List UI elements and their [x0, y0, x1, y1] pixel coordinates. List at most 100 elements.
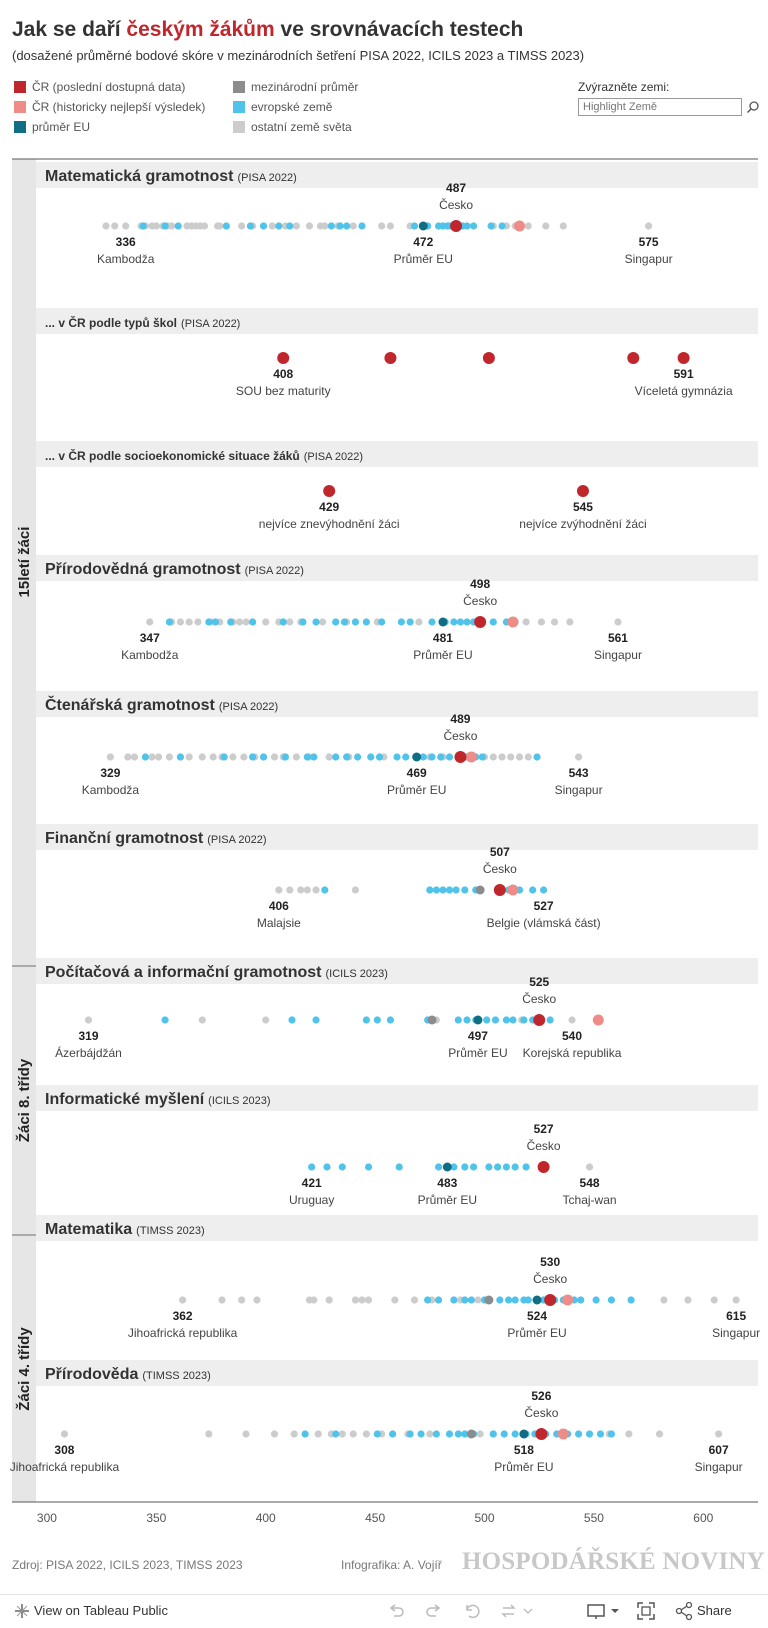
data-label-name: nejvíce znevýhodnění žáci — [259, 517, 400, 531]
dot-european — [577, 1296, 585, 1304]
dot-european — [502, 1016, 510, 1024]
revert-icon[interactable] — [462, 1601, 482, 1621]
search-icon[interactable] — [746, 100, 760, 114]
legend-item-european[interactable]: evropské země — [233, 100, 332, 116]
highlight-country-input[interactable] — [578, 98, 742, 116]
footer-credit: Infografika: A. Vojíř — [341, 1558, 442, 1572]
dot-european — [338, 1163, 346, 1171]
dot-world — [476, 1430, 484, 1438]
dot-european — [592, 1296, 600, 1304]
dot-european — [310, 753, 318, 761]
dot-european — [410, 222, 419, 230]
data-label-value: 561 — [608, 631, 628, 645]
dot-european — [439, 886, 447, 894]
legend-item-intl-average[interactable]: mezinárodní průměr — [233, 80, 358, 96]
data-label-value: 591 — [674, 367, 694, 381]
dot-european — [220, 753, 228, 761]
fullscreen-icon[interactable] — [636, 1601, 656, 1621]
panel-title: Přírodovědná gramotnost (PISA 2022) — [45, 561, 304, 578]
data-label-name: Tchaj-wan — [563, 1193, 617, 1207]
data-label-name: Singapur — [695, 1460, 743, 1474]
dot-world — [242, 1430, 250, 1438]
dot-cr-best — [514, 220, 526, 232]
dot-world — [474, 1296, 482, 1304]
dot-european — [546, 1016, 554, 1024]
dot-world — [165, 753, 174, 761]
dot-world — [614, 618, 622, 626]
data-label-value: 543 — [569, 766, 589, 780]
dot-world — [498, 753, 506, 761]
legend-item-cr-latest[interactable]: ČR (poslední dostupná data) — [14, 80, 185, 96]
dot-world — [286, 618, 294, 626]
dot-world — [238, 1296, 246, 1304]
panel-title-bar — [36, 555, 758, 581]
dot-world — [684, 1296, 692, 1304]
dot-cr-latest — [535, 1428, 548, 1440]
share-button[interactable]: Share — [697, 1603, 732, 1618]
dot-world — [60, 1430, 69, 1438]
panel-title-text: Matematika — [45, 1221, 132, 1238]
pause-icon[interactable] — [500, 1601, 534, 1621]
legend-swatch — [14, 81, 26, 93]
dot-cr-best — [562, 1294, 574, 1306]
dot-european — [340, 618, 349, 626]
dot-world — [262, 618, 270, 626]
dot-eu-average — [412, 752, 422, 762]
legend-item-eu-average[interactable]: průměr EU — [14, 120, 90, 136]
panel-source: (PISA 2022) — [207, 834, 266, 846]
data-label-name: Uruguay — [289, 1193, 334, 1207]
dot-european — [308, 1163, 316, 1171]
panel-title-text: Počítačová a informační gramotnost — [45, 964, 322, 981]
dot-world — [292, 753, 300, 761]
dot-world — [391, 1296, 399, 1304]
legend-swatch — [233, 121, 245, 133]
panel-title: Čtenářská gramotnost (PISA 2022) — [45, 695, 278, 714]
dot-world — [168, 222, 176, 230]
share-icon[interactable] — [674, 1601, 694, 1621]
legend-item-cr-best[interactable]: ČR (historicky nejlepší výsledek) — [14, 100, 205, 116]
dot-european — [607, 1430, 616, 1438]
dot-european — [463, 618, 471, 626]
dot-european — [249, 753, 257, 761]
data-label-value: 530 — [540, 1255, 560, 1269]
dot-european — [502, 1163, 510, 1171]
dot-world — [325, 753, 333, 761]
dot-world — [566, 618, 574, 626]
data-label-value: 308 — [54, 1443, 74, 1457]
panel-title-bar — [36, 1360, 758, 1386]
dot-european — [373, 1016, 381, 1024]
data-label-name: Kambodža — [121, 648, 179, 662]
undo-icon[interactable] — [386, 1601, 406, 1621]
dot-world — [253, 1296, 261, 1304]
dot-world — [542, 222, 550, 230]
download-icon[interactable] — [586, 1601, 622, 1621]
dot-cr-latest — [454, 751, 467, 763]
legend-item-world[interactable]: ostatní země světa — [233, 120, 352, 136]
dot-european — [161, 1016, 169, 1024]
panel-source: (PISA 2022) — [181, 318, 240, 330]
tableau-icon[interactable] — [14, 1603, 30, 1619]
dot-european — [450, 1296, 458, 1304]
dot-european — [312, 1016, 320, 1024]
dot-world — [568, 1016, 576, 1024]
data-label-name: Průměr EU — [418, 1193, 477, 1207]
data-label-name: Průměr EU — [494, 1460, 553, 1474]
data-label-name: Singapur — [625, 252, 673, 266]
dot-world — [325, 1296, 333, 1304]
redo-icon[interactable] — [424, 1601, 444, 1621]
panel-title-bar — [36, 162, 758, 188]
dot-european — [417, 1430, 425, 1438]
legend-swatch — [233, 101, 245, 113]
group-band — [12, 1236, 36, 1502]
dot-european — [395, 1163, 403, 1171]
dot-world — [235, 618, 244, 626]
dot-world — [262, 1016, 270, 1024]
dot-world — [185, 753, 193, 761]
dot-world — [410, 1296, 419, 1304]
dot-world — [522, 618, 530, 626]
view-on-tableau-link[interactable]: View on Tableau Public — [34, 1603, 168, 1618]
dot-plot-chart: 15letí žáci Žáci 8. třídy Žáci 4. třídy 300… — [10, 158, 760, 1525]
dot-world — [242, 618, 250, 626]
dot-world — [270, 753, 279, 761]
dot-world — [386, 222, 395, 230]
